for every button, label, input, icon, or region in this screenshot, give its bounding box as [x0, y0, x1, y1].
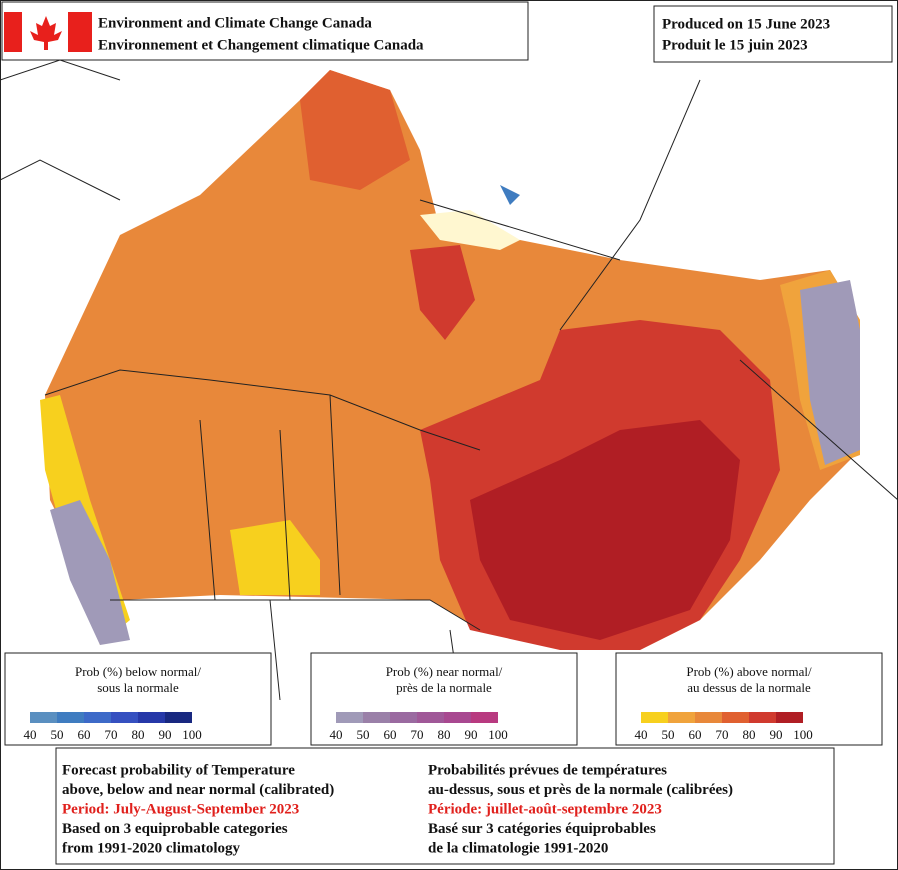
- legend-tick-label: 80: [743, 727, 756, 742]
- legend-tick-label: 60: [78, 727, 91, 742]
- legend-tick-label: 50: [51, 727, 64, 742]
- legend-box: [615, 652, 883, 746]
- above-normal-40: [230, 520, 320, 595]
- above-normal-40: [420, 210, 520, 250]
- legend-tick-label: 90: [159, 727, 172, 742]
- legend-title: près de la normale: [396, 680, 492, 695]
- legend-title: au dessus de la normale: [687, 680, 811, 695]
- produced-fr: Produit le 15 juin 2023: [662, 37, 808, 53]
- legend-swatch: [641, 712, 668, 723]
- legend: Prob (%) above normal/au dessus de la no…: [615, 652, 883, 746]
- legend-tick-label: 100: [488, 727, 508, 742]
- produced-box: [653, 5, 893, 63]
- legend-tick-label: 80: [438, 727, 451, 742]
- legend-tick-label: 40: [24, 727, 37, 742]
- above-normal-90: [470, 420, 740, 640]
- footer-line: Basé sur 3 catégories équiprobables: [428, 821, 656, 837]
- legend-tick-label: 50: [662, 727, 675, 742]
- legend: Prob (%) near normal/près de la normale 4…: [310, 652, 578, 746]
- produced-en: Produced on 15 June 2023: [662, 16, 830, 32]
- maple-leaf: [30, 16, 62, 50]
- legend-swatch: [776, 712, 803, 723]
- legend-swatch: [417, 712, 444, 723]
- legend-title: Prob (%) below normal/: [75, 664, 201, 679]
- legend-box: [4, 652, 272, 746]
- legend-tick-label: 60: [384, 727, 397, 742]
- legend-title: Prob (%) above normal/: [686, 664, 812, 679]
- footer-box: [55, 747, 835, 865]
- below-normal-50: [500, 185, 520, 205]
- legend-tick-label: 40: [330, 727, 343, 742]
- flag-band: [68, 12, 92, 52]
- legend-swatch: [336, 712, 363, 723]
- legend-box: [310, 652, 578, 746]
- footer-line: from 1991-2020 climatology: [62, 840, 241, 856]
- legend: Prob (%) below normal/sous la normale 40 5…: [4, 652, 272, 746]
- legend-tick-label: 100: [793, 727, 813, 742]
- footer-line: Période: juillet-août-septembre 2023: [428, 801, 662, 817]
- forecast-map: [0, 59, 898, 701]
- near-normal-40: [800, 280, 860, 465]
- legend-tick-label: 90: [465, 727, 478, 742]
- legend-swatch: [30, 712, 57, 723]
- legend-swatch: [165, 712, 192, 723]
- above-normal-80: [410, 245, 475, 340]
- agency-fr: Environnement et Changement climatique C…: [98, 37, 424, 53]
- legend-swatch: [749, 712, 776, 723]
- footer-line: Period: July-August-September 2023: [62, 801, 299, 817]
- legend-tick-label: 100: [182, 727, 202, 742]
- footer-line: Probabilités prévues de températures: [428, 762, 667, 778]
- legend-swatch: [444, 712, 471, 723]
- legend-tick-label: 70: [105, 727, 118, 742]
- legend-swatch: [363, 712, 390, 723]
- footer-line: Based on 3 equiprobable categories: [62, 821, 288, 837]
- legend-tick-label: 70: [716, 727, 729, 742]
- legend-title: sous la normale: [97, 680, 179, 695]
- legend-swatch: [695, 712, 722, 723]
- legend-tick-label: 90: [770, 727, 783, 742]
- footer-line: Forecast probability of Temperature: [62, 762, 295, 778]
- legend-tick-label: 50: [357, 727, 370, 742]
- footer-line: above, below and near normal (calibrated…: [62, 782, 334, 798]
- footer-line: au-dessus, sous et près de la normale (c…: [428, 782, 733, 798]
- legend-tick-label: 40: [635, 727, 648, 742]
- legend-tick-label: 60: [689, 727, 702, 742]
- flag-band: [4, 12, 22, 52]
- legend-swatch: [471, 712, 498, 723]
- footer-line: de la climatologie 1991-2020: [428, 840, 608, 856]
- above-normal-70: [300, 70, 410, 190]
- near-normal-40: [50, 500, 130, 645]
- legend-swatch: [138, 712, 165, 723]
- legend-title: Prob (%) near normal/: [386, 664, 503, 679]
- legend-tick-label: 70: [411, 727, 424, 742]
- legend-swatch: [722, 712, 749, 723]
- legend-swatch: [57, 712, 84, 723]
- legend-swatch: [390, 712, 417, 723]
- legend-swatch: [111, 712, 138, 723]
- legend-swatch: [84, 712, 111, 723]
- agency-en: Environment and Climate Change Canada: [98, 15, 372, 31]
- legend-swatch: [668, 712, 695, 723]
- legend-tick-label: 80: [132, 727, 145, 742]
